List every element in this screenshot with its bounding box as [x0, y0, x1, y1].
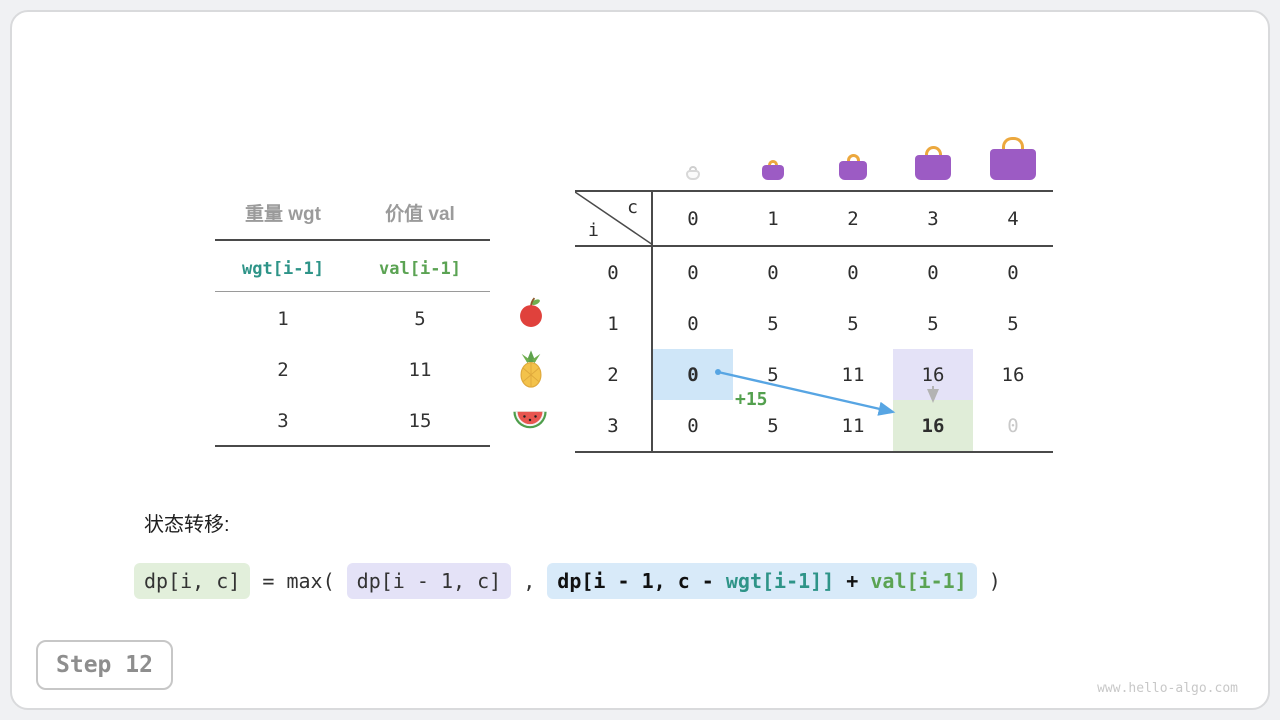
- items-col-header-weight: 重量 wgt: [245, 204, 321, 225]
- dp-row-header: 0: [575, 247, 653, 298]
- step-badge: Step 12: [36, 640, 173, 690]
- watermelon-icon: [513, 411, 547, 429]
- item-row-wgt: 2: [277, 359, 289, 381]
- dp-cell-1-4: 5: [1007, 312, 1019, 335]
- dp-cell-2-0-source-highlight: 0: [653, 349, 733, 400]
- dp-cell-1-3: 5: [927, 312, 939, 335]
- dp-cell-0-1: 0: [767, 261, 779, 284]
- items-col-header-value: 价值 val: [385, 204, 455, 225]
- state-transition-formula: dp[i, c] = max( dp[i - 1, c] , dp[i - 1,…: [134, 563, 1001, 599]
- dp-cell-0-0: 0: [687, 261, 699, 284]
- formula-arg2-box: dp[i - 1, c - wgt[i-1]] + val[i-1]: [547, 563, 977, 599]
- item-row-val: 15: [408, 410, 432, 432]
- dp-cell-1-2: 5: [847, 312, 859, 335]
- item-row-val: 11: [408, 359, 432, 381]
- state-transition-label: 状态转移:: [144, 514, 230, 536]
- dp-cell-2-3-source-highlight: 16: [893, 349, 973, 400]
- item-row-val: 5: [414, 308, 426, 330]
- items-sub-header-val: val[i-1]: [379, 259, 461, 279]
- dp-cell-2-2: 11: [841, 363, 865, 386]
- item-row-wgt: 3: [277, 410, 289, 432]
- formula-closing-paren: ): [976, 569, 1001, 593]
- dp-row-header: 1: [575, 298, 653, 349]
- dp-cell-0-2: 0: [847, 261, 859, 284]
- items-table-top-rule: [215, 239, 490, 241]
- formula-arg2-prefix: dp[i - 1, c -: [557, 569, 726, 593]
- formula-separator: ,: [511, 569, 548, 593]
- dp-cell-1-0: 0: [687, 312, 699, 335]
- dp-col-header: 2: [813, 192, 893, 247]
- bag-medium-icon: [839, 154, 867, 180]
- dp-axis-label-c: c: [627, 197, 638, 218]
- dp-col-header: 4: [973, 192, 1053, 247]
- dp-cell-0-3: 0: [927, 261, 939, 284]
- dp-cell-3-3-target-highlight: 16: [893, 400, 973, 451]
- bag-large-icon: [915, 146, 951, 180]
- dp-cell-3-1: 5: [767, 414, 779, 437]
- dp-cell-1-1: 5: [767, 312, 779, 335]
- formula-equals-max: = max(: [250, 569, 347, 593]
- dp-cell-3-0: 0: [687, 414, 699, 437]
- item-row-wgt: 1: [277, 308, 289, 330]
- dp-table: c i 0 1 2 3 4 0 0 0 0 0 0 1 0 5 5 5 5 2 …: [575, 190, 1053, 453]
- corner-diagonal-line: [575, 192, 653, 245]
- dp-col-header: 0: [653, 192, 733, 247]
- dp-corner-cell: c i: [575, 192, 653, 247]
- items-table-mid-rule: [215, 291, 490, 292]
- dp-cell-3-4-pending: 0: [1007, 414, 1019, 437]
- dp-col-header: 1: [733, 192, 813, 247]
- bag-xlarge-icon: [990, 137, 1036, 180]
- watermark: www.hello-algo.com: [1097, 681, 1238, 696]
- dp-cell-0-4: 0: [1007, 261, 1019, 284]
- dp-row-header: 2: [575, 349, 653, 400]
- pineapple-icon: [520, 350, 542, 388]
- items-sub-header-wgt: wgt[i-1]: [242, 259, 324, 279]
- formula-arg1-box: dp[i - 1, c]: [346, 563, 512, 599]
- apple-icon: [520, 297, 542, 327]
- added-value-annotation: +15: [735, 389, 768, 410]
- dp-col-header: 3: [893, 192, 973, 247]
- items-table-bottom-rule: [215, 445, 490, 447]
- dp-cell-3-2: 11: [841, 414, 865, 437]
- dp-axis-label-i: i: [588, 220, 599, 241]
- bag-ghost-icon: [686, 166, 700, 180]
- formula-arg2-plus: +: [834, 569, 871, 593]
- formula-arg2-wgt: wgt[i-1]]: [725, 569, 835, 593]
- formula-lhs-box: dp[i, c]: [134, 563, 251, 599]
- formula-arg2-val: val[i-1]: [870, 569, 967, 593]
- dp-row-header: 3: [575, 400, 653, 451]
- dp-cell-2-4: 16: [1001, 363, 1025, 386]
- bag-small-icon: [762, 160, 784, 180]
